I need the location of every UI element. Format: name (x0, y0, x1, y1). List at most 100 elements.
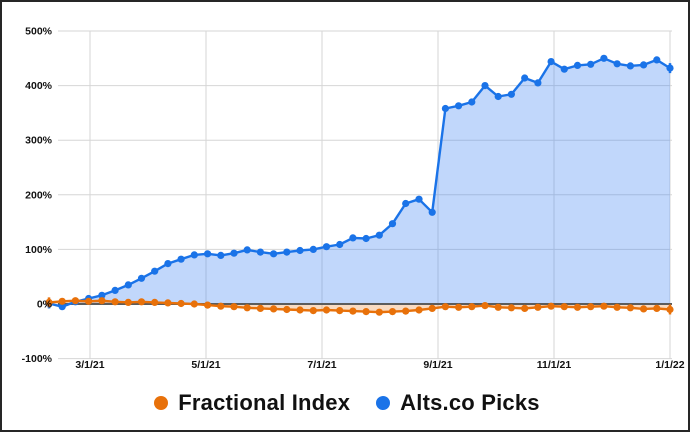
data-point (85, 297, 93, 305)
data-point (124, 281, 132, 289)
y-tick-label: 200% (25, 189, 53, 201)
y-tick-label: -100% (22, 353, 53, 365)
data-point (296, 306, 304, 314)
y-axis-labels: 500% 400% 300% 200% 100% 0% -100% (22, 26, 53, 366)
data-point (455, 303, 463, 311)
data-point (322, 243, 331, 251)
data-point (441, 104, 449, 113)
data-point (653, 304, 661, 312)
x-tick-label: 7/1/21 (307, 359, 336, 371)
data-point (666, 64, 674, 72)
data-point (428, 208, 436, 216)
data-point (58, 297, 66, 305)
data-point (573, 61, 582, 69)
data-point (402, 307, 410, 315)
data-point (270, 305, 278, 313)
data-point (560, 303, 568, 311)
x-tick-label: 3/1/21 (75, 359, 104, 371)
data-point (204, 301, 212, 309)
data-point (362, 308, 370, 316)
data-point (230, 303, 238, 311)
fractional-index-area (49, 300, 670, 313)
performance-chart: 500% 400% 300% 200% 100% 0% -100% 3/1/21 5/1/21 7… (2, 2, 688, 376)
data-point (164, 260, 172, 268)
data-point (124, 298, 132, 306)
data-point (151, 298, 159, 306)
data-point (256, 304, 264, 312)
data-point (177, 255, 185, 263)
data-point (58, 303, 66, 311)
data-point (296, 246, 304, 255)
data-point (217, 302, 225, 310)
y-tick-label: 500% (25, 26, 53, 38)
data-point (481, 82, 489, 90)
data-point (507, 90, 515, 98)
data-point (455, 102, 463, 110)
data-point (640, 305, 648, 313)
data-point (98, 297, 106, 305)
data-point (190, 251, 198, 259)
data-point (388, 220, 397, 228)
data-point (111, 286, 119, 294)
data-point (468, 98, 476, 106)
data-point (547, 302, 555, 310)
data-point (534, 303, 542, 311)
data-point (164, 299, 172, 307)
data-point (270, 250, 278, 258)
fractional-index-legend-label: Fractional Index (178, 390, 351, 415)
data-point (322, 306, 331, 314)
data-point (230, 249, 238, 257)
data-point (587, 303, 595, 311)
alts-co-picks-legend-label: Alts.co Picks (400, 390, 540, 415)
data-point (336, 307, 344, 315)
data-point (402, 199, 410, 208)
data-point (349, 307, 357, 315)
y-tick-label: 300% (25, 135, 53, 147)
data-point (388, 308, 397, 316)
data-point (111, 298, 119, 306)
data-point (587, 60, 595, 68)
data-point (521, 74, 529, 82)
data-point (309, 307, 317, 315)
data-point (415, 195, 423, 203)
alts-co-picks-area (49, 58, 670, 307)
data-point (666, 305, 674, 314)
data-point (428, 304, 436, 312)
data-point (613, 60, 621, 68)
data-point (243, 304, 251, 312)
data-point (137, 274, 146, 282)
x-tick-label: 5/1/21 (191, 359, 220, 371)
area-fills (49, 58, 670, 313)
chart-svg: 500% 400% 300% 200% 100% 0% -100% 3/1/21 5/1/21 7… (22, 26, 685, 372)
x-tick-label: 9/1/21 (423, 359, 452, 371)
data-point (481, 302, 489, 310)
data-point (256, 248, 264, 256)
data-point (507, 304, 515, 312)
data-point (45, 298, 53, 306)
y-tick-label: 0% (37, 299, 53, 311)
alts-co-picks-dot-icon (376, 396, 391, 410)
data-point (283, 305, 291, 314)
x-tick-label: 1/1/22 (655, 359, 684, 371)
data-point (217, 251, 225, 259)
data-point (521, 304, 529, 312)
data-point (98, 291, 106, 299)
data-point (336, 240, 344, 249)
data-point (375, 308, 383, 316)
data-point (560, 65, 568, 73)
data-point (494, 92, 502, 101)
data-point (613, 303, 621, 311)
data-point (349, 234, 357, 242)
data-point (243, 246, 251, 254)
data-point (600, 54, 608, 62)
data-point (600, 302, 608, 310)
data-point (151, 267, 159, 275)
legend-item-alts-co-picks: Alts.co Picks (376, 390, 540, 416)
y-tick-label: 400% (25, 80, 53, 92)
data-point (626, 304, 635, 312)
data-point (190, 300, 198, 308)
data-point (468, 303, 476, 311)
data-point (653, 56, 661, 64)
x-tick-label: 11/1/21 (537, 359, 572, 371)
